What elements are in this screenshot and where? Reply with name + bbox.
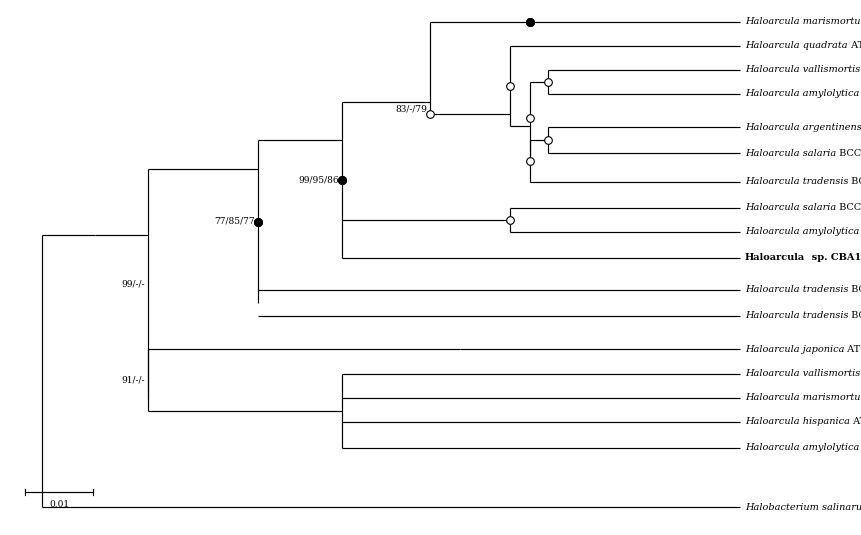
Text: Haloarcula vallismortis: Haloarcula vallismortis: [744, 370, 859, 378]
Text: Haloarcula salaria: Haloarcula salaria: [744, 203, 835, 212]
Text: Haloarcula hispanica: Haloarcula hispanica: [744, 417, 849, 426]
Text: Haloarcula amylolytica: Haloarcula amylolytica: [744, 444, 858, 453]
Text: Haloarcula: Haloarcula: [744, 254, 804, 263]
Text: Halobacterium salinarum: Halobacterium salinarum: [744, 502, 861, 511]
Text: Haloarcula amylolytica: Haloarcula amylolytica: [744, 227, 858, 236]
Text: Haloarcula tradensis: Haloarcula tradensis: [744, 311, 847, 320]
Text: Haloarcula marismortui: Haloarcula marismortui: [744, 394, 861, 402]
Text: Haloarcula salaria: Haloarcula salaria: [744, 149, 835, 157]
Text: 0.01: 0.01: [49, 500, 69, 509]
Text: BCC 40030: BCC 40030: [847, 311, 861, 320]
Text: JCM 13557: JCM 13557: [858, 89, 861, 98]
Text: BCC 40030: BCC 40030: [847, 178, 861, 187]
Text: sp. CBA1115: sp. CBA1115: [804, 254, 861, 263]
Text: Haloarcula japonica: Haloarcula japonica: [744, 345, 844, 354]
Text: Haloarcula amylolytica: Haloarcula amylolytica: [744, 89, 858, 98]
Text: ATCC 49778: ATCC 49778: [844, 345, 861, 354]
Text: 77/85/77: 77/85/77: [214, 217, 255, 226]
Text: Haloarcula tradensis: Haloarcula tradensis: [744, 178, 847, 187]
Text: JCM 13557: JCM 13557: [858, 444, 861, 453]
Text: ATCC 33960: ATCC 33960: [849, 417, 861, 426]
Text: ATCC 700850: ATCC 700850: [846, 42, 861, 50]
Text: 99/-/-: 99/-/-: [121, 279, 145, 288]
Text: JCM 13557: JCM 13557: [858, 227, 861, 236]
Text: ATCC 29715: ATCC 29715: [859, 370, 861, 378]
Text: Haloarcula argentinensis: Haloarcula argentinensis: [744, 123, 861, 132]
Text: BCC 40029: BCC 40029: [835, 203, 861, 212]
Text: BCC 40030: BCC 40030: [847, 286, 861, 294]
Text: BCC 40029: BCC 40029: [835, 149, 861, 157]
Text: Haloarcula tradensis: Haloarcula tradensis: [744, 286, 847, 294]
Text: 91/-/-: 91/-/-: [121, 376, 145, 385]
Text: Haloarcula vallismortis: Haloarcula vallismortis: [744, 65, 859, 74]
Text: Haloarcula quadrata: Haloarcula quadrata: [744, 42, 846, 50]
Text: 83/-/79: 83/-/79: [394, 105, 426, 114]
Text: 99/95/86: 99/95/86: [298, 175, 338, 185]
Text: ATCC 29715: ATCC 29715: [859, 65, 861, 74]
Text: Haloarcula marismortui: Haloarcula marismortui: [744, 18, 861, 27]
